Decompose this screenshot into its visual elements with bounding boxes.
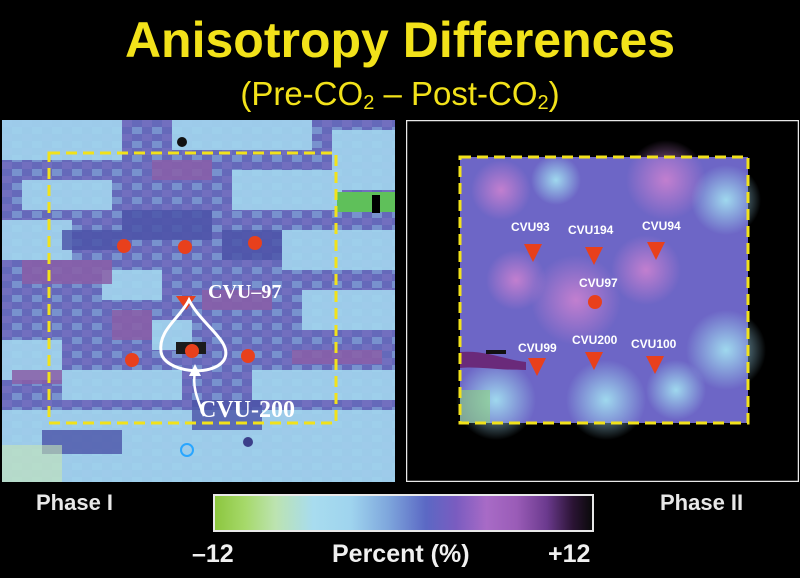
phase-one-panel: CVU–97 CVU-200 (2, 120, 395, 482)
well-marker (248, 236, 262, 250)
label-cvu-200: CVU-200 (199, 397, 295, 423)
label-cvu93: CVU93 (511, 220, 550, 234)
phase-two-map: CVU93 CVU194 CVU94 CVU97 CVU99 CVU200 CV… (405, 119, 800, 483)
label-cvu-97: CVU–97 (208, 281, 281, 303)
label-cvu97: CVU97 (579, 276, 618, 290)
well-marker-cvu100 (646, 356, 664, 374)
well-marker-cvu97 (588, 295, 602, 309)
well-marker (241, 349, 255, 363)
label-cvu99: CVU99 (518, 341, 557, 355)
label-cvu100: CVU100 (631, 337, 677, 351)
phase-two-label: Phase II (660, 490, 744, 515)
label-cvu194: CVU194 (568, 223, 614, 237)
well-marker-cvu93 (524, 244, 542, 262)
color-scale-unit: Percent (%) (332, 540, 470, 568)
phase-one-label: Phase I (36, 490, 114, 515)
well-marker (177, 137, 187, 147)
label-cvu94: CVU94 (642, 219, 681, 233)
well-marker-cvu200 (585, 352, 603, 370)
subtitle: (Pre-CO2 – Post-CO2) (240, 75, 560, 114)
phase-two-panel: CVU93 CVU194 CVU94 CVU97 CVU99 CVU200 CV… (405, 119, 800, 483)
cvu-200-marker (185, 344, 199, 358)
well-marker-cvu99 (528, 358, 546, 376)
well-marker-cvu194 (585, 247, 603, 265)
color-scale-max: +12 (548, 540, 591, 568)
color-scale-min: –12 (192, 540, 234, 568)
well-marker (117, 239, 131, 253)
study-area-outline (458, 155, 750, 425)
well-marker (125, 353, 139, 367)
study-area-outline (47, 151, 338, 425)
well-marker (178, 240, 192, 254)
title: Anisotropy Differences (124, 12, 676, 68)
well-marker-cvu94 (647, 242, 665, 260)
label-cvu200: CVU200 (572, 333, 618, 347)
color-scale-bar (213, 494, 594, 532)
well-marker-open (180, 443, 194, 457)
phase-one-map: CVU–97 CVU-200 (2, 120, 395, 482)
